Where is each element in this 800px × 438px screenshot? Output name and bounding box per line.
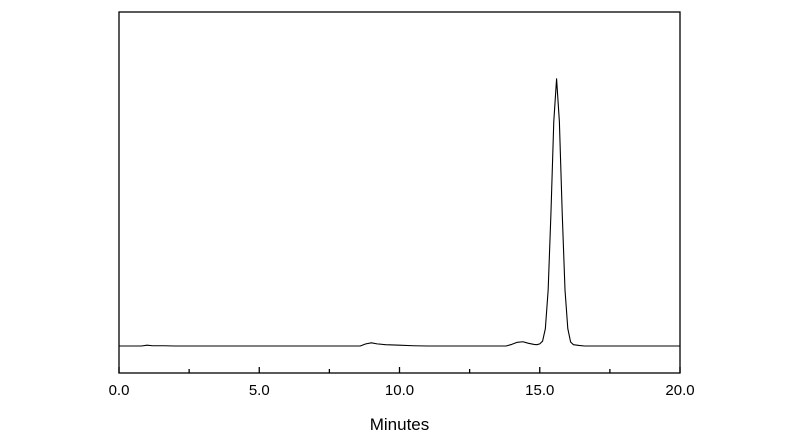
x-tick-label: 0.0 xyxy=(109,382,130,399)
x-axis-label: Minutes xyxy=(370,415,430,434)
x-tick-label: 10.0 xyxy=(385,382,414,399)
x-tick-label: 20.0 xyxy=(665,382,694,399)
x-tick-label: 15.0 xyxy=(525,382,554,399)
x-tick-label: 5.0 xyxy=(249,382,270,399)
x-axis-tick-labels: 0.0 5.0 10.0 15.0 20.0 xyxy=(109,382,695,399)
x-axis-ticks xyxy=(118,367,681,373)
chromatogram-trace xyxy=(119,78,680,347)
plot-frame xyxy=(118,11,681,374)
